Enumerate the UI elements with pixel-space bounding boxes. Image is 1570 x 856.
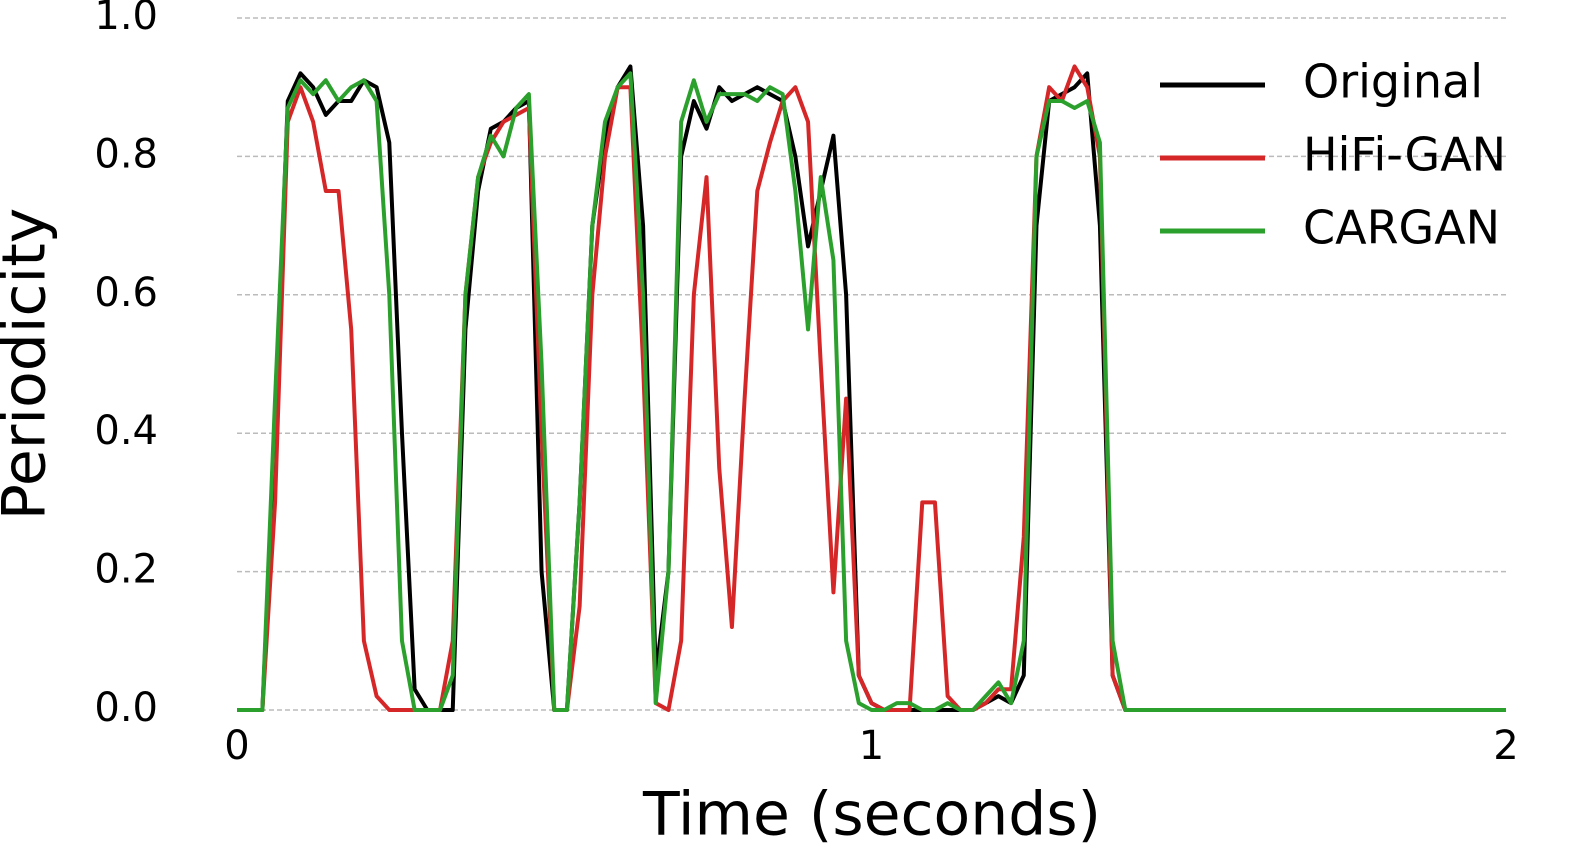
y-tick-label: 1.0	[94, 0, 158, 39]
y-axis-label: Periodicity	[0, 208, 60, 520]
y-tick-label: 0.4	[94, 408, 158, 454]
x-tick-label: 2	[1493, 723, 1518, 769]
legend-label: CARGAN	[1303, 201, 1500, 255]
x-tick-label: 1	[859, 723, 884, 769]
x-axis-label: Time (seconds)	[642, 780, 1101, 850]
y-tick-label: 0.0	[94, 685, 158, 731]
series-line	[237, 64, 1506, 712]
y-tick-label: 0.6	[94, 270, 158, 316]
legend-label: HiFi-GAN	[1303, 128, 1506, 182]
x-tick-label: 0	[224, 723, 249, 769]
legend-label: Original	[1303, 55, 1483, 109]
series-line	[237, 71, 1506, 712]
y-tick-label: 0.2	[94, 547, 158, 593]
series-line	[237, 64, 1506, 712]
y-tick-label: 0.8	[94, 131, 158, 177]
